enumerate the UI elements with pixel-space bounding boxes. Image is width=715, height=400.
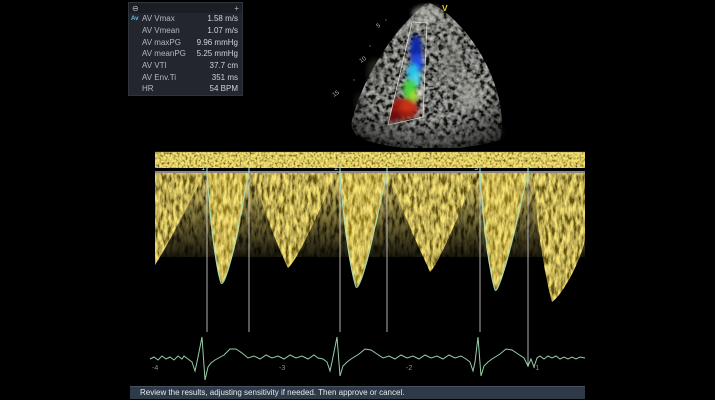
measurement-value: 9.96 mmHg: [196, 37, 238, 47]
depth-label: 10: [359, 56, 368, 65]
measurement-row: AV Vmean 1.07 m/s: [129, 25, 242, 37]
measurement-value: 351 ms: [211, 72, 238, 82]
measurement-label: AV Vmax: [142, 14, 175, 24]
measurement-row: AV meanPG 5.25 mmHg: [129, 48, 242, 60]
measurement-value: 54 BPM: [209, 84, 238, 94]
depth-scale: 5 10 15: [332, 19, 387, 99]
measurement-label: AV meanPG: [142, 49, 186, 59]
envelope-trace: [206, 172, 529, 291]
measurement-row: AV Env.Ti 351 ms: [129, 71, 242, 83]
orientation-marker-v: V: [442, 3, 448, 13]
doppler-envelope-measured: [207, 173, 528, 290]
measurement-row: HR 54 BPM: [129, 83, 242, 95]
ecg-time-label: -1: [533, 365, 539, 372]
status-bar: Review the results, adjusting sensitivit…: [130, 386, 585, 399]
measurement-value: 37.7 cm: [209, 61, 238, 71]
beat-label: 2: [334, 165, 338, 172]
measurement-label: AV Env.Ti: [142, 72, 177, 82]
add-measurement-icon[interactable]: +: [234, 3, 239, 13]
spectral-noise-band: [155, 152, 585, 168]
depth-label: 5: [376, 22, 383, 29]
beat-labels: 1 2 3: [201, 165, 478, 172]
caliper-lines[interactable]: [206, 173, 529, 367]
vignette: [330, 0, 525, 148]
measurement-value: 1.58 m/s: [207, 14, 238, 24]
measurement-value: 1.07 m/s: [207, 26, 238, 36]
echo-2d-image: 5 10 15 V: [330, 0, 525, 148]
measurement-panel-header: ⊖ +: [129, 3, 242, 13]
measurement-label: AV VTI: [142, 61, 167, 71]
ecg-time-axis: -4 -3 -2 -1: [152, 365, 539, 372]
depth-label: 15: [332, 90, 341, 99]
beat-label: 3: [474, 165, 478, 172]
measurement-label: AV maxPG: [142, 37, 181, 47]
measurement-row: Av AV Vmax 1.58 m/s: [129, 13, 242, 25]
measurement-row: AV VTI 37.7 cm: [129, 60, 242, 72]
measurement-panel: ⊖ + Av AV Vmax 1.58 m/s AV Vmean 1.07 m/s…: [128, 2, 243, 96]
measurement-row: AV maxPG 9.96 mmHg: [129, 36, 242, 48]
ecg-time-label: -4: [152, 365, 158, 372]
ecg-trace: [149, 336, 586, 381]
collapse-icon[interactable]: ⊖: [132, 3, 139, 13]
measurement-label: AV Vmean: [142, 26, 180, 36]
spectral-doppler-display[interactable]: 1 2 3 -4 -3 -2 -1: [130, 145, 600, 382]
ecg-time-label: -3: [279, 365, 285, 372]
ecg-time-label: -2: [406, 365, 412, 372]
av-badge: Av: [131, 15, 139, 22]
beat-label: 1: [201, 165, 205, 172]
status-message: Review the results, adjusting sensitivit…: [140, 388, 405, 397]
doppler-envelope-unmeasured: [155, 173, 585, 302]
measurement-value: 5.25 mmHg: [196, 49, 238, 59]
measurement-label: HR: [142, 84, 154, 94]
